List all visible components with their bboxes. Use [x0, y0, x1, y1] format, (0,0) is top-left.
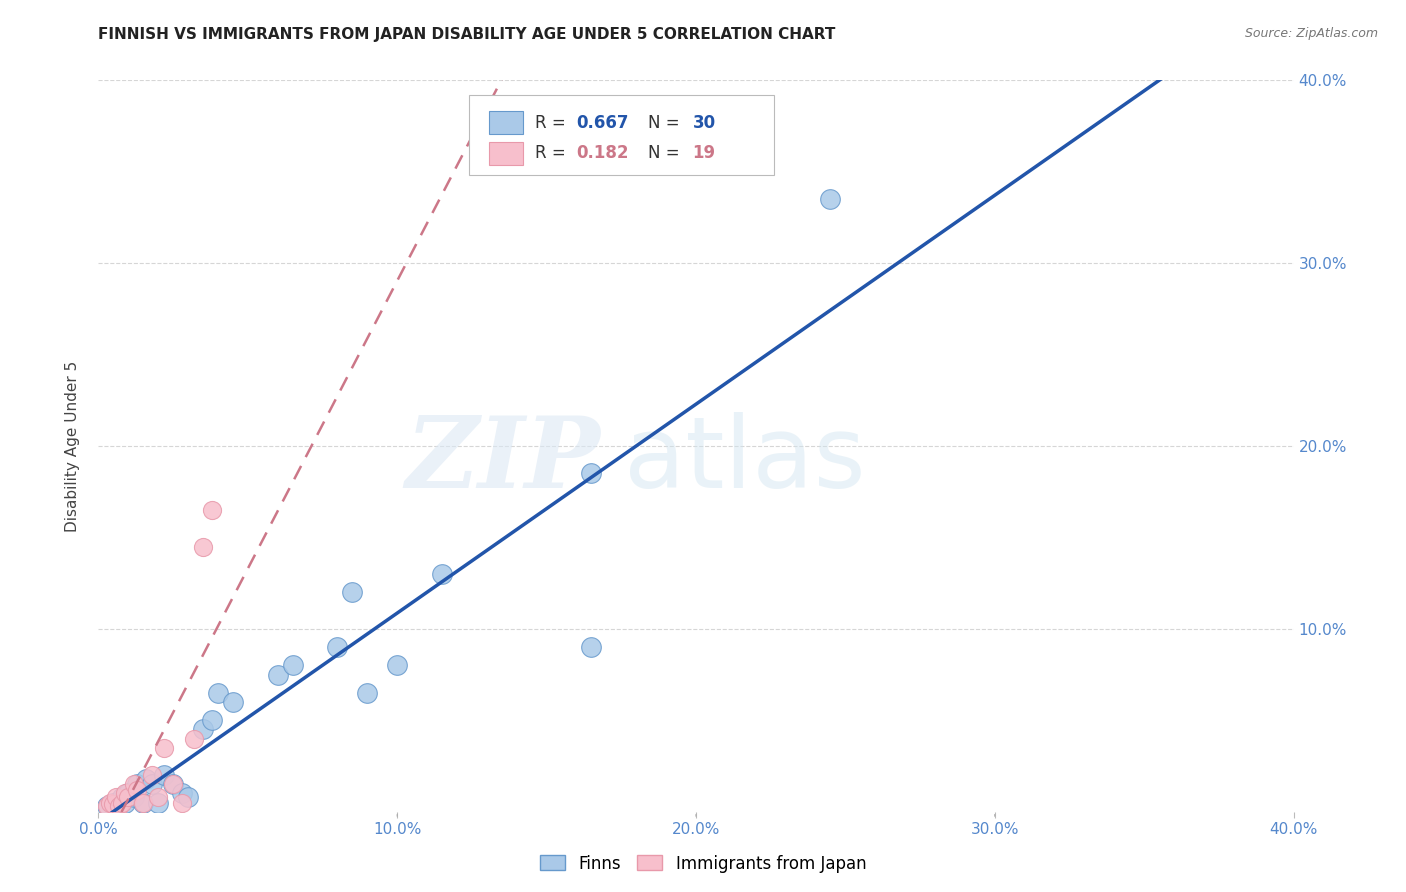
Point — [141, 768, 163, 782]
Legend: Finns, Immigrants from Japan: Finns, Immigrants from Japan — [533, 848, 873, 880]
Point — [105, 790, 128, 805]
Point — [326, 640, 349, 655]
Y-axis label: Disability Age Under 5: Disability Age Under 5 — [65, 360, 80, 532]
Point — [177, 790, 200, 805]
Point — [96, 799, 118, 814]
Point — [172, 796, 194, 810]
Point — [114, 796, 136, 810]
Point — [162, 777, 184, 791]
Point — [148, 796, 170, 810]
Point — [191, 723, 214, 737]
Point — [207, 686, 229, 700]
Point — [153, 740, 176, 755]
Point — [162, 777, 184, 791]
Point — [281, 658, 304, 673]
Point — [96, 799, 118, 814]
Text: atlas: atlas — [624, 412, 866, 509]
Point — [124, 790, 146, 805]
Point — [103, 797, 125, 812]
Point — [114, 787, 136, 801]
Point — [141, 777, 163, 791]
Point — [108, 799, 131, 814]
Point — [267, 667, 290, 681]
Text: Source: ZipAtlas.com: Source: ZipAtlas.com — [1244, 27, 1378, 40]
Text: R =: R = — [534, 113, 571, 132]
Point — [172, 787, 194, 801]
Point — [342, 585, 364, 599]
Point — [581, 467, 603, 481]
Point — [153, 768, 176, 782]
Point — [132, 796, 155, 810]
Text: 0.667: 0.667 — [576, 113, 628, 132]
Point — [100, 796, 122, 810]
Point — [103, 796, 125, 810]
Point — [124, 777, 146, 791]
Text: N =: N = — [648, 145, 685, 162]
Text: 19: 19 — [692, 145, 716, 162]
Point — [105, 799, 128, 814]
Text: R =: R = — [534, 145, 571, 162]
Text: 0.182: 0.182 — [576, 145, 628, 162]
Point — [111, 796, 134, 810]
FancyBboxPatch shape — [489, 142, 523, 165]
Point — [430, 567, 453, 582]
Point — [135, 772, 157, 786]
Point — [201, 714, 224, 728]
Point — [117, 790, 139, 805]
Point — [127, 782, 149, 797]
Point — [191, 540, 214, 554]
Point — [127, 777, 149, 791]
Point — [183, 731, 205, 746]
Point — [132, 796, 155, 810]
FancyBboxPatch shape — [470, 95, 773, 176]
Point — [356, 686, 378, 700]
Point — [201, 503, 224, 517]
FancyBboxPatch shape — [489, 111, 523, 135]
Text: FINNISH VS IMMIGRANTS FROM JAPAN DISABILITY AGE UNDER 5 CORRELATION CHART: FINNISH VS IMMIGRANTS FROM JAPAN DISABIL… — [98, 27, 835, 42]
Point — [820, 192, 842, 206]
Point — [385, 658, 409, 673]
Text: N =: N = — [648, 113, 685, 132]
Text: ZIP: ZIP — [405, 412, 600, 508]
Point — [581, 640, 603, 655]
Text: 30: 30 — [692, 113, 716, 132]
Point — [111, 790, 134, 805]
Point — [117, 787, 139, 801]
Point — [148, 790, 170, 805]
Point — [222, 695, 245, 709]
